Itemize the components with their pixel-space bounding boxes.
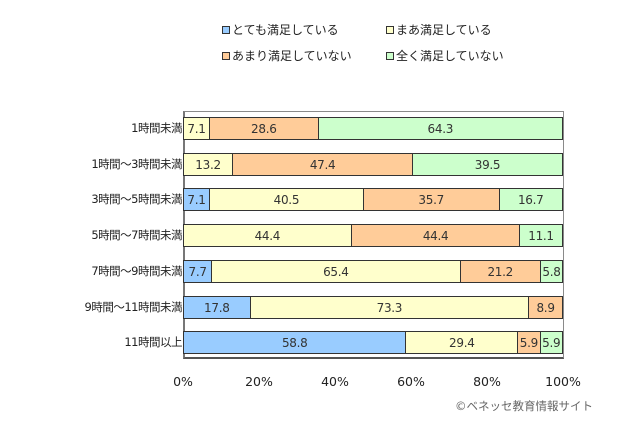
legend-swatch-icon	[386, 26, 394, 34]
stacked-bar: 7.1 40.5 35.7 16.7	[183, 188, 563, 211]
bar-segment: 58.8	[183, 331, 407, 354]
stacked-bar: 7.1 28.6 64.3	[183, 117, 563, 140]
legend-swatch-icon	[222, 26, 230, 34]
chart-legend: とても満足している まあ満足しているあまり満足していない 全く満足していない	[222, 23, 522, 73]
bar-segment: 13.2	[183, 153, 234, 176]
legend-swatch-icon	[222, 52, 230, 60]
bar-segment: 39.5	[413, 153, 563, 176]
category-label: 11時間以上	[124, 335, 182, 349]
bar-segment: 7.7	[183, 260, 213, 283]
stacked-bar: 7.7 65.4 21.2 5.8	[183, 260, 563, 283]
bar-segment: 17.8	[183, 296, 251, 319]
x-tick-label: 60%	[397, 374, 425, 389]
credit-text: ©ベネッセ教育情報サイト	[455, 399, 593, 413]
bar-segment: 64.3	[318, 117, 563, 140]
bar-segment: 73.3	[250, 296, 530, 319]
bar-segment: 35.7	[363, 188, 500, 211]
x-tick-label: 20%	[245, 374, 273, 389]
bar-segment: 44.4	[183, 224, 352, 247]
bar-segment: 7.1	[183, 188, 210, 211]
category-label: 7時間～9時間未満	[91, 264, 182, 278]
bar-segment: 21.2	[460, 260, 541, 283]
legend-item: まあ満足している	[386, 23, 492, 37]
legend-label: まあ満足している	[396, 23, 492, 37]
bar-segment: 47.4	[233, 153, 414, 176]
legend-swatch-icon	[386, 52, 394, 60]
legend-item: 全く満足していない	[386, 49, 504, 63]
stacked-bar: 13.2 47.4 39.5	[183, 153, 563, 176]
category-label: 1時間～3時間未満	[91, 157, 182, 171]
x-tick-label: 80%	[473, 374, 501, 389]
bar-segment: 29.4	[406, 331, 519, 354]
x-tick-label: 0%	[173, 374, 193, 389]
legend-label: あまり満足していない	[232, 49, 352, 63]
bar-segment: 5.9	[518, 331, 541, 354]
legend-item: あまり満足していない	[222, 49, 352, 63]
legend-item: とても満足している	[222, 23, 339, 37]
legend-label: とても満足している	[232, 23, 339, 37]
category-label: 3時間～5時間未満	[91, 192, 182, 206]
bar-segment: 65.4	[212, 260, 461, 283]
bar-segment: 11.1	[520, 224, 563, 247]
x-tick-label: 100%	[545, 374, 581, 389]
category-label: 9時間～11時間未満	[84, 300, 183, 314]
bar-segment: 40.5	[209, 188, 364, 211]
stacked-bar: 17.8 73.3 8.9	[183, 296, 563, 319]
category-label: 5時間～7時間未満	[91, 228, 182, 242]
bar-segment: 7.1	[183, 117, 210, 140]
bar-segment: 5.8	[540, 260, 563, 283]
bar-segment: 44.4	[351, 224, 521, 247]
stacked-bar: 44.4 44.4 11.1	[183, 224, 563, 247]
bar-segment: 28.6	[209, 117, 319, 140]
x-tick-label: 40%	[321, 374, 349, 389]
stacked-bar: 58.8 29.4 5.9 5.9	[183, 331, 563, 354]
bar-segment: 16.7	[499, 188, 563, 211]
legend-label: 全く満足していない	[396, 49, 504, 63]
bar-segment: 8.9	[529, 296, 563, 319]
bar-segment: 5.9	[540, 331, 563, 354]
category-label: 1時間未満	[131, 121, 182, 135]
